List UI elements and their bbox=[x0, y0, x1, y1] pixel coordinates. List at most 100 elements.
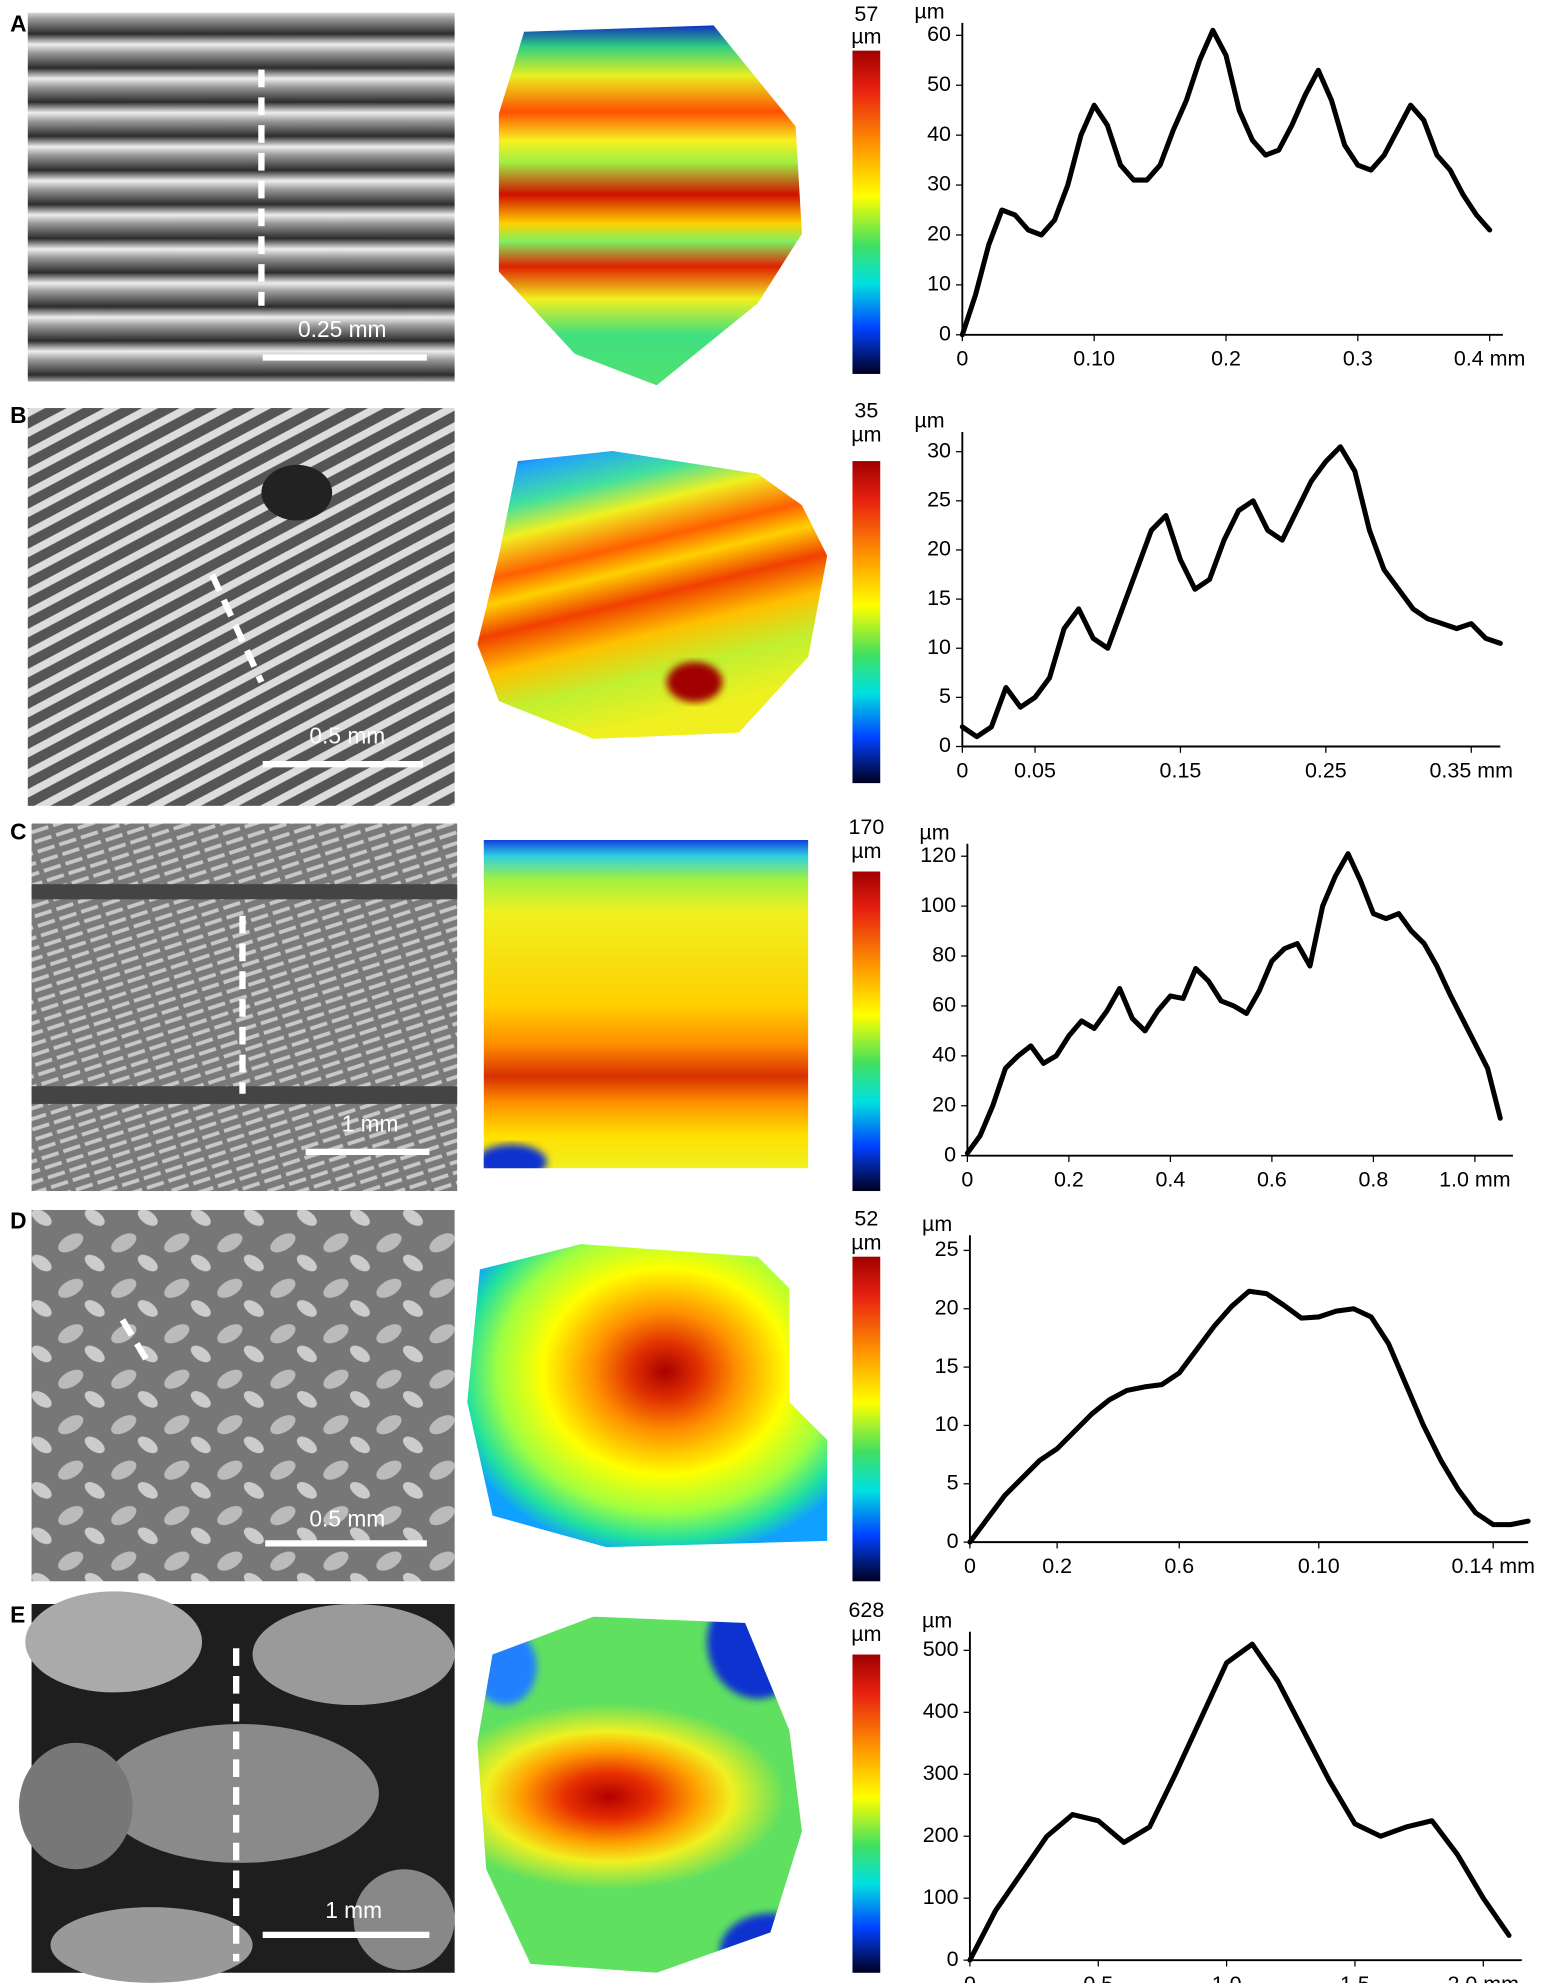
y-tick-label: 20 bbox=[927, 222, 951, 246]
micrograph-groove bbox=[31, 884, 458, 900]
y-axis-unit: µm bbox=[922, 1608, 952, 1632]
heatmap bbox=[467, 1244, 828, 1548]
heatmap-spot bbox=[666, 661, 723, 703]
y-tick-label: 0 bbox=[947, 1947, 959, 1971]
micrograph bbox=[18, 1591, 455, 1983]
y-axis-unit: µm bbox=[914, 0, 944, 23]
x-tick-label: 0.3 bbox=[1343, 347, 1373, 371]
colorbar-max: 52 bbox=[854, 1207, 878, 1231]
colorbar-unit: µm bbox=[851, 1622, 881, 1646]
y-tick-label: 60 bbox=[932, 993, 956, 1017]
y-tick-label: 0 bbox=[944, 1142, 956, 1166]
x-tick-label: 0 bbox=[956, 347, 968, 371]
x-tick-label: 0.10 bbox=[1298, 1554, 1340, 1578]
heatmap bbox=[483, 839, 809, 1169]
profile-curve bbox=[959, 27, 1493, 338]
colorbar-unit: µm bbox=[851, 839, 881, 863]
y-tick-label: 10 bbox=[927, 272, 951, 296]
x-tick-label: 0 bbox=[964, 1554, 976, 1578]
y-tick-label: 5 bbox=[947, 1470, 959, 1494]
micrograph-pit bbox=[261, 464, 333, 521]
heatmap bbox=[477, 450, 828, 739]
x-tick-label: 0.14 mm bbox=[1451, 1554, 1534, 1578]
micrograph bbox=[27, 12, 455, 382]
scale-blob bbox=[25, 1591, 203, 1693]
y-tick-label: 400 bbox=[923, 1699, 959, 1723]
scale-bar-label: 1 mm bbox=[342, 1110, 399, 1136]
heatmap-spot bbox=[483, 1144, 547, 1169]
x-tick-label: 0.10 bbox=[1073, 347, 1115, 371]
x-tick-label: 0.2 bbox=[1054, 1168, 1084, 1192]
x-tick-label: 0.4 mm bbox=[1454, 347, 1526, 371]
x-tick-label: 0.6 bbox=[1164, 1554, 1194, 1578]
y-tick-label: 15 bbox=[935, 1354, 959, 1378]
colorbar-unit: µm bbox=[851, 422, 881, 446]
profile-line bbox=[119, 1318, 152, 1366]
y-tick-label: 20 bbox=[935, 1295, 959, 1319]
x-tick-label: 0 bbox=[956, 758, 968, 782]
x-tick-label: 0.5 bbox=[1083, 1972, 1113, 1983]
x-tick-label: 0.4 bbox=[1155, 1168, 1185, 1192]
y-tick-label: 25 bbox=[935, 1237, 959, 1261]
panel-label: D bbox=[10, 1208, 26, 1234]
x-tick-label: 0.05 bbox=[1014, 758, 1056, 782]
y-tick-label: 300 bbox=[923, 1761, 959, 1785]
colorbar-max: 170 bbox=[848, 815, 884, 839]
x-tick-label: 2.0 mm bbox=[1448, 1972, 1520, 1983]
y-tick-label: 0 bbox=[947, 1529, 959, 1553]
y-tick-label: 10 bbox=[935, 1412, 959, 1436]
panel-label: C bbox=[10, 819, 26, 845]
colorbar bbox=[852, 1654, 881, 1973]
y-tick-label: 30 bbox=[927, 438, 951, 462]
x-tick-label: 0.2 bbox=[1211, 347, 1241, 371]
panel-label: A bbox=[10, 10, 26, 36]
micrograph bbox=[31, 1209, 455, 1582]
y-tick-label: 30 bbox=[927, 172, 951, 196]
scale-bar-label: 0.25 mm bbox=[298, 316, 386, 342]
y-tick-label: 40 bbox=[932, 1043, 956, 1067]
y-tick-label: 25 bbox=[927, 487, 951, 511]
scale-blob bbox=[18, 1742, 133, 1870]
heatmap-fill bbox=[483, 839, 809, 1169]
y-tick-label: 500 bbox=[923, 1637, 959, 1661]
y-tick-label: 50 bbox=[927, 72, 951, 96]
x-tick-label: 0.6 bbox=[1257, 1168, 1287, 1192]
y-tick-label: 0 bbox=[939, 321, 951, 345]
y-axis-unit: µm bbox=[919, 820, 949, 844]
y-tick-label: 100 bbox=[923, 1885, 959, 1909]
y-tick-label: 40 bbox=[927, 122, 951, 146]
profile-curve bbox=[964, 851, 1503, 1156]
micrograph-groove bbox=[31, 1086, 458, 1104]
x-tick-label: 0.25 bbox=[1305, 758, 1347, 782]
x-tick-label: 1.0 bbox=[1212, 1972, 1242, 1983]
profile-line bbox=[209, 573, 265, 684]
y-axis-unit: µm bbox=[922, 1212, 952, 1236]
y-tick-label: 5 bbox=[939, 684, 951, 708]
colorbar-max: 628 bbox=[848, 1598, 884, 1622]
heatmap bbox=[477, 1616, 802, 1973]
x-tick-label: 1.0 mm bbox=[1439, 1168, 1511, 1192]
x-tick-label: 0 bbox=[961, 1168, 973, 1192]
y-tick-label: 15 bbox=[927, 586, 951, 610]
colorbar-unit: µm bbox=[851, 1231, 881, 1255]
colorbar bbox=[852, 50, 881, 374]
panel-label: E bbox=[10, 1602, 25, 1628]
heatmap bbox=[498, 25, 802, 386]
colorbar bbox=[852, 1256, 881, 1582]
colorbar-max: 35 bbox=[854, 398, 878, 422]
y-tick-label: 0 bbox=[939, 733, 951, 757]
scale-blob bbox=[50, 1907, 253, 1983]
colorbar-max: 57 bbox=[854, 2, 878, 26]
x-tick-label: 0.35 mm bbox=[1430, 758, 1513, 782]
micrograph bbox=[27, 408, 455, 806]
y-tick-label: 10 bbox=[927, 635, 951, 659]
x-tick-label: 1.5 bbox=[1340, 1972, 1370, 1983]
y-tick-label: 100 bbox=[920, 893, 956, 917]
x-tick-label: 0.2 bbox=[1042, 1554, 1072, 1578]
y-tick-label: 200 bbox=[923, 1823, 959, 1847]
scale-bar-label: 0.5 mm bbox=[309, 723, 385, 749]
panel-label: B bbox=[10, 402, 26, 428]
heatmap-spot bbox=[707, 1616, 802, 1699]
